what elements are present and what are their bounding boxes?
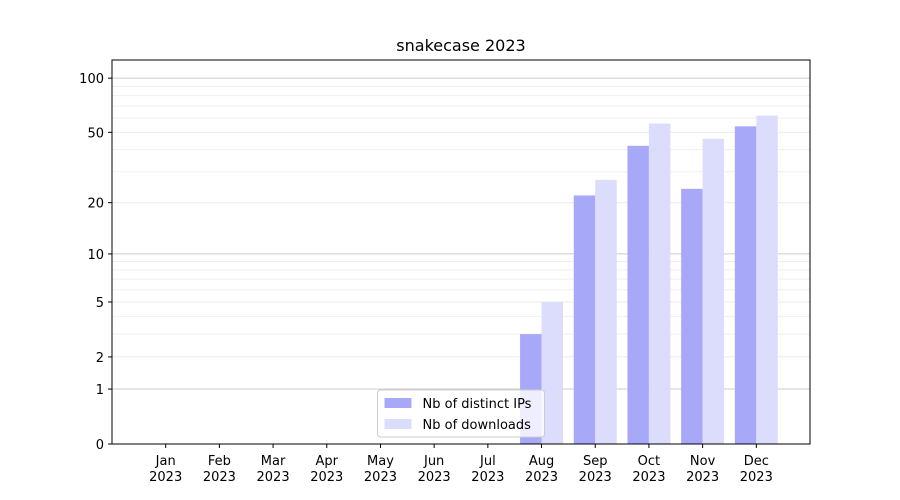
legend-swatch <box>384 419 412 429</box>
bar <box>702 138 725 444</box>
plot-frame <box>111 59 811 445</box>
bar <box>573 195 596 444</box>
bar <box>541 301 564 444</box>
x-tick-label: Jun 2023 <box>418 454 451 485</box>
bar <box>627 145 649 444</box>
y-tick-label: 100 <box>79 72 104 87</box>
legend-swatch <box>384 398 412 408</box>
y-tick-label: 5 <box>96 296 104 311</box>
bar <box>756 115 778 445</box>
x-tick-label: Aug 2023 <box>525 454 558 485</box>
x-tick-label: Jul 2023 <box>471 454 504 485</box>
bar <box>681 188 703 444</box>
y-tick-label: 0 <box>96 438 104 453</box>
x-tick-label: Nov 2023 <box>686 454 719 485</box>
x-tick-label: Feb 2023 <box>203 454 236 485</box>
y-tick-label: 10 <box>87 248 104 263</box>
y-tick-label: 50 <box>87 126 104 141</box>
x-tick-label: Sep 2023 <box>579 454 612 485</box>
legend-label: Nb of downloads <box>423 418 532 433</box>
chart-title: snakecase 2023 <box>396 36 525 55</box>
bar <box>595 179 617 444</box>
legend-box <box>377 389 545 438</box>
bar <box>734 126 757 444</box>
legend-label: Nb of distinct IPs <box>423 397 532 412</box>
x-tick-label: Jan 2023 <box>149 454 182 485</box>
y-tick-label: 2 <box>96 351 104 366</box>
y-tick-label: 20 <box>87 197 104 212</box>
y-tick-label: 1 <box>96 383 104 398</box>
bar <box>648 123 671 444</box>
x-tick-label: Oct 2023 <box>632 454 665 485</box>
x-tick-label: May 2023 <box>364 454 397 485</box>
x-tick-label: Mar 2023 <box>257 454 290 485</box>
x-tick-label: Apr 2023 <box>310 454 343 485</box>
x-tick-label: Dec 2023 <box>740 454 773 485</box>
